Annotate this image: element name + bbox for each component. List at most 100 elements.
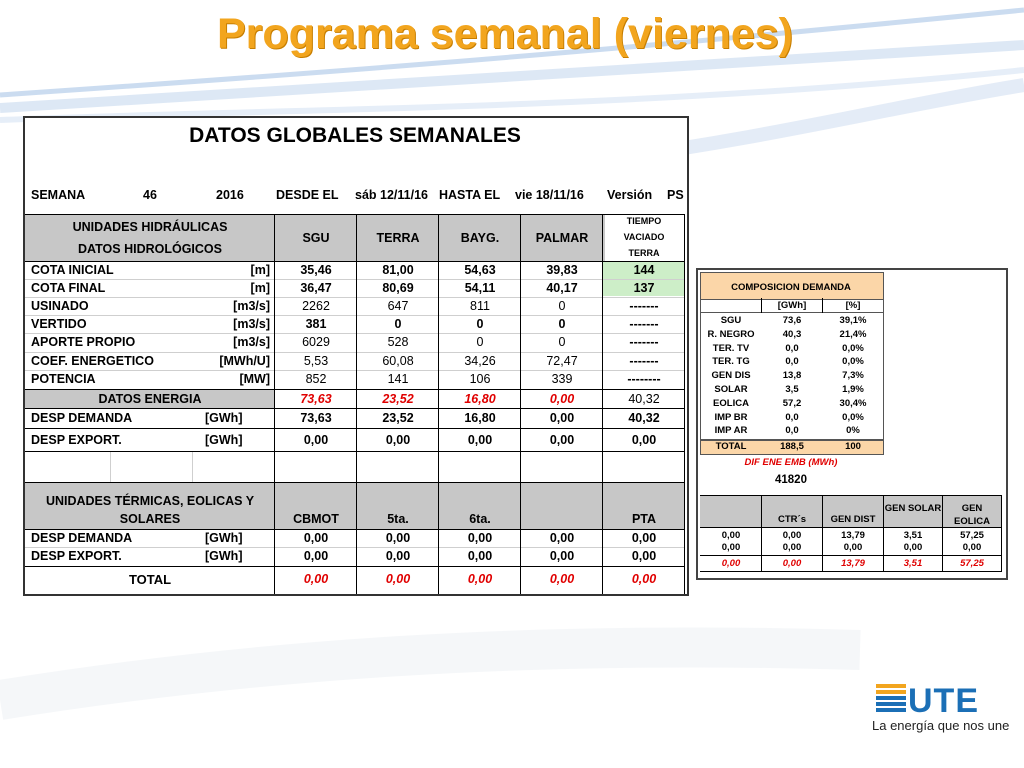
thermal-header-subtitle: SOLARES <box>119 512 181 526</box>
col-palmar: PALMAR <box>535 231 589 245</box>
hydro-desp-export-value: 0,00 <box>467 433 493 447</box>
hydro-row-unit: [m3/s] <box>233 299 270 313</box>
col-tiempo-2: VACIADO <box>623 232 665 242</box>
gen-total-value: 57,25 <box>960 558 984 569</box>
thermal-desp-demanda-value: 0,00 <box>467 531 493 545</box>
comp-row-label: GEN DIS <box>711 370 751 382</box>
comp-row-gwh: 0,0 <box>785 342 799 354</box>
comp-total-pct: 100 <box>845 441 861 452</box>
thermal-desp-export-value: 0,00 <box>631 549 657 563</box>
hydro-row-value: 0 <box>558 335 566 349</box>
col-pta: PTA <box>631 512 657 526</box>
hydro-desp-demanda-value: 16,80 <box>464 411 496 425</box>
energia-palmar: 0,00 <box>549 392 575 406</box>
hydro-row-value: 72,47 <box>546 354 578 368</box>
total-value: 0,00 <box>467 572 493 586</box>
gen-row-value: 13,79 <box>841 530 865 541</box>
hydro-row-label: COTA INICIAL <box>31 263 114 277</box>
hydro-header-subtitle: DATOS HIDROLÓGICOS <box>78 242 222 256</box>
col-tiempo-3: TERRA <box>628 248 660 258</box>
comp-total-bg <box>700 440 884 455</box>
hydro-desp-export-label: DESP EXPORT. <box>31 433 122 447</box>
hydro-row-unit: [m3/s] <box>233 335 270 349</box>
comp-cols-row <box>700 298 884 313</box>
comp-row-pct: 21,4% <box>839 328 867 340</box>
gen-col-eolica: GEN EOLICA <box>954 503 990 527</box>
thermal-header-bg <box>25 483 685 529</box>
gen-total-value: 3,51 <box>903 558 923 569</box>
comp-row-label: SGU <box>720 315 742 326</box>
energia-sgu: 73,63 <box>300 392 332 406</box>
comp-row-pct: 30,4% <box>839 397 867 409</box>
col-5ta: 5ta. <box>387 512 409 526</box>
hydro-row-value: 6029 <box>302 335 330 349</box>
energia-bayg: 16,80 <box>464 392 496 406</box>
comp-row-pct: 0,0% <box>842 356 864 368</box>
comp-row-gwh: 73,6 <box>782 315 802 326</box>
total-value: 0,00 <box>631 572 657 586</box>
hydro-header-bg <box>25 215 275 261</box>
hydro-row-label: VERTIDO <box>31 317 87 331</box>
comp-row-pct: 0% <box>846 425 860 437</box>
hydro-desp-demanda-value: 0,00 <box>549 411 575 425</box>
gen-header-bg <box>700 495 1002 527</box>
comp-row-gwh: 0,0 <box>785 425 799 437</box>
ute-logo: UTE <box>876 682 978 720</box>
dif-ene-value: 41820 <box>775 474 807 486</box>
hydro-row-value: ------- <box>629 335 659 349</box>
comp-row-label: TER. TV <box>712 342 750 354</box>
thermal-desp-export-value: 0,00 <box>549 549 575 563</box>
total-value: 0,00 <box>303 572 329 586</box>
gen-row-value: 0,00 <box>782 542 802 553</box>
comp-row-gwh: 3,5 <box>785 384 799 395</box>
hydro-row-unit: [m3/s] <box>233 317 270 331</box>
hydro-row-value: 0 <box>394 317 402 331</box>
thermal-desp-demanda-label: DESP DEMANDA <box>31 531 133 545</box>
gen-row-value: 3,51 <box>903 530 923 541</box>
hydro-row-label: POTENCIA <box>31 372 96 386</box>
hydro-row-label: APORTE PROPIO <box>31 335 136 349</box>
thermal-desp-export-value: 0,00 <box>467 549 493 563</box>
comp-row-gwh: 0,0 <box>785 356 799 368</box>
thermal-desp-export-value: 0,00 <box>303 549 329 563</box>
hydro-row-value: ------- <box>629 317 659 331</box>
col-bayg: BAYG. <box>460 231 500 245</box>
gen-col-ctrs: CTR´s <box>778 514 806 525</box>
comp-col-gwh: [GWh] <box>777 300 807 311</box>
hydro-row-value: 647 <box>387 299 409 313</box>
comp-row-label: TER. TG <box>712 356 750 368</box>
hydro-row-value: ------- <box>629 354 659 368</box>
total-value: 0,00 <box>549 572 575 586</box>
hydro-row-value: 144 <box>633 263 655 277</box>
datos-energia-label: DATOS ENERGIA <box>98 392 202 406</box>
gen-row-value: 0,00 <box>962 542 982 553</box>
hydro-row-value: 852 <box>305 372 327 386</box>
gen-row-value: 0,00 <box>782 530 802 541</box>
hydro-row-label: USINADO <box>31 299 89 313</box>
gen-total-value: 13,79 <box>841 558 865 569</box>
comp-row-gwh: 0,0 <box>785 411 799 423</box>
comp-col-pct: [%] <box>845 300 861 311</box>
ute-stripes-icon <box>876 684 906 712</box>
hydro-desp-demanda-value: 73,63 <box>300 411 332 425</box>
hydro-desp-export-value: 0,00 <box>549 433 575 447</box>
hydro-desp-demanda-value: 40,32 <box>628 411 660 425</box>
hydro-row-value: 0 <box>558 317 566 331</box>
hydro-row-value: 35,46 <box>300 263 332 277</box>
thermal-desp-demanda-value: 0,00 <box>385 531 411 545</box>
hydro-row-value: 54,11 <box>464 281 496 295</box>
hydro-desp-demanda-unit: [GWh] <box>205 411 243 425</box>
hydro-row-value: 36,47 <box>300 281 332 295</box>
thermal-desp-demanda-value: 0,00 <box>303 531 329 545</box>
thermal-desp-export-unit: [GWh] <box>205 549 243 563</box>
hydro-row-value: 528 <box>387 335 409 349</box>
hydro-row-value: 2262 <box>302 299 330 313</box>
hydro-row-value: 39,83 <box>546 263 578 277</box>
col-6ta: 6ta. <box>469 512 491 526</box>
hydro-header-title: UNIDADES HIDRÁULICAS <box>72 220 228 234</box>
comp-row-label: IMP BR <box>714 411 748 423</box>
hydro-row-value: 0 <box>558 299 566 313</box>
sheet-heading: DATOS GLOBALES SEMANALES <box>189 124 521 147</box>
desde-date: sáb 12/11/16 <box>355 188 428 202</box>
hydro-cols-bg <box>275 215 605 261</box>
